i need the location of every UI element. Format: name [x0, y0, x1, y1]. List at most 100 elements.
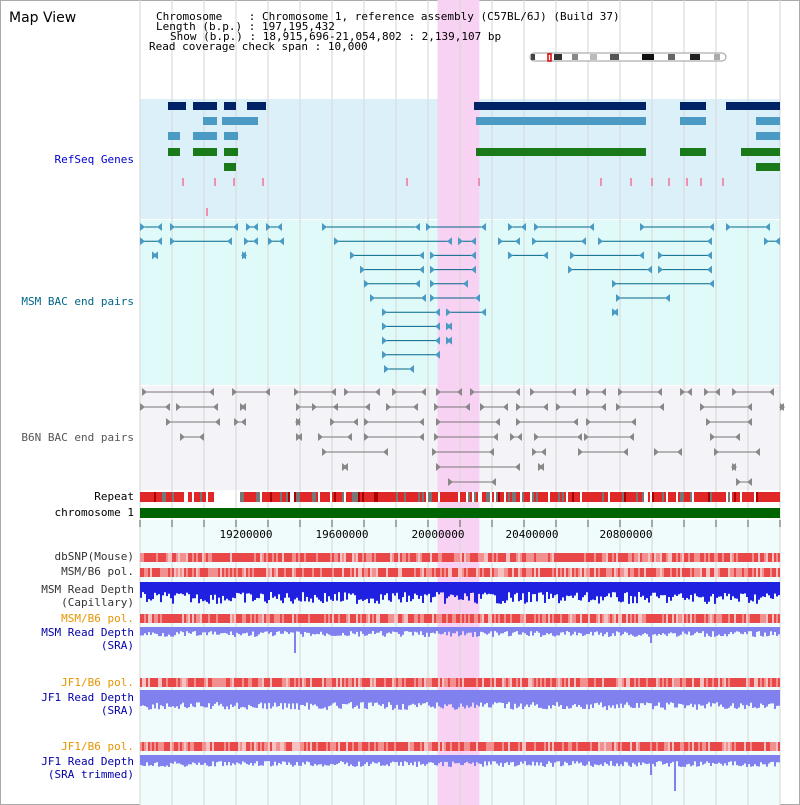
msm-b6-pol-mark [400, 614, 402, 623]
track-label-jf1-b6-pol-2[interactable]: JF1/B6 pol. [61, 740, 134, 753]
msm-b6-pol-mark [300, 614, 302, 623]
jf1-b6-pol-mark [606, 742, 608, 751]
msm-b6-pol-mark [472, 614, 474, 623]
msm-depth-sra-bar [284, 627, 286, 632]
track-viewport[interactable] [140, 0, 780, 805]
jf1-depth-trimmed-bar [276, 755, 278, 766]
msm-b6-pol-mark [412, 614, 414, 623]
dbsnp-mark [240, 553, 242, 562]
repeat-block [424, 492, 426, 502]
jf1-depth-sra-bar [276, 690, 278, 707]
jf1-depth-sra-bar [270, 690, 272, 709]
jf1-depth-sra-bar [150, 690, 152, 710]
jf1-depth-trimmed-bar [288, 755, 290, 763]
jf1-depth-sra-bar [162, 690, 164, 707]
jf1-depth-trimmed-bar [262, 755, 264, 766]
msm-depth-capillary-bar [382, 582, 384, 600]
repeat-block [316, 492, 318, 502]
msm-depth-sra-bar [378, 627, 380, 633]
jf1-b6-pol-mark [494, 678, 496, 687]
msm-depth-sra-bar [464, 627, 466, 636]
repeat-block [186, 492, 188, 502]
jf1-depth-sra-bar [692, 690, 694, 708]
msm-b6-pol-mark [532, 614, 534, 623]
track-label-jf1-depth-trimmed[interactable]: JF1 Read Depth [41, 755, 134, 768]
jf1-b6-pol-mark [142, 742, 144, 751]
msm-b6-pol-mark [354, 568, 356, 577]
msm-depth-sra-bar [386, 627, 388, 634]
msm-depth-sra-bar [196, 627, 198, 636]
msm-b6-pol-mark [686, 568, 688, 577]
msm-depth-sra-bar [414, 627, 416, 632]
jf1-depth-trimmed-bar [566, 755, 568, 763]
jf1-depth-sra-bar [442, 690, 444, 709]
jf1-b6-pol-mark [716, 678, 718, 687]
msm-depth-capillary-bar [628, 582, 630, 604]
jf1-b6-pol-mark [350, 678, 352, 687]
jf1-b6-pol-mark [682, 678, 684, 687]
b6n-bac-end [503, 403, 508, 411]
jf1-depth-trimmed-bar [192, 755, 194, 763]
jf1-b6-pol-mark [206, 678, 208, 687]
msm-depth-sra-bar [330, 627, 332, 636]
track-label-jf1-b6-pol[interactable]: JF1/B6 pol. [61, 676, 134, 689]
track-label-msm-depth-capillary[interactable]: MSM Read Depth [41, 583, 134, 596]
chromosome-ideogram[interactable] [528, 51, 728, 65]
track-label-jf1-depth-sra[interactable]: JF1 Read Depth [41, 691, 134, 704]
msm-b6-pol-mark [540, 614, 542, 623]
msm-b6-pol-mark [462, 614, 464, 623]
jf1-depth-sra-bar [174, 690, 176, 708]
msm-b6-pol-mark [476, 614, 478, 623]
track-label-b6n-bac[interactable]: B6N BAC end pairs [21, 431, 134, 444]
jf1-b6-pol-mark [724, 742, 726, 751]
jf1-depth-sra-bar [488, 690, 490, 708]
track-label-msm-b6-pol[interactable]: MSM/B6 pol. [61, 565, 134, 578]
jf1-b6-pol-mark [378, 742, 380, 751]
track-label-dbsnp[interactable]: dbSNP(Mouse) [54, 550, 134, 563]
dbsnp-mark [620, 553, 622, 562]
jf1-depth-sra-bar [374, 690, 376, 703]
jf1-b6-pol-mark [622, 742, 624, 751]
jf1-depth-trimmed-bar [490, 755, 492, 765]
track-label-repeat[interactable]: Repeat [94, 490, 134, 503]
msm-depth-capillary-bar [276, 582, 278, 599]
jf1-depth-sra-bar [202, 690, 204, 707]
msm-depth-sra-bar [592, 627, 594, 636]
track-label-msm-b6-pol-2[interactable]: MSM/B6 pol. [61, 612, 134, 625]
msm-b6-pol-mark [684, 568, 686, 577]
jf1-depth-sra-bar [342, 690, 344, 705]
msm-b6-pol-mark [544, 614, 546, 623]
b6n-bac-end [700, 403, 705, 411]
refseq-gene-block [680, 102, 706, 110]
msm-depth-capillary-bar [704, 582, 706, 602]
jf1-depth-trimmed-bar [268, 755, 270, 762]
msm-depth-capillary-bar [388, 582, 390, 601]
msm-depth-sra-bar [200, 627, 202, 635]
jf1-depth-trimmed-bar [166, 755, 168, 766]
jf1-b6-pol-mark [384, 742, 386, 751]
dbsnp-mark [236, 553, 238, 562]
jf1-depth-sra-bar [536, 690, 538, 705]
track-label-msm-bac[interactable]: MSM BAC end pairs [21, 295, 134, 308]
jf1-depth-sra-bar [142, 690, 144, 706]
dbsnp-mark [290, 553, 292, 562]
b6n-bac-end [573, 418, 578, 426]
msm-b6-pol-mark [176, 614, 178, 623]
msm-depth-sra-bar [210, 627, 212, 632]
msm-depth-sra-bar [776, 627, 778, 636]
jf1-b6-pol-mark [636, 678, 638, 687]
msm-depth-capillary-bar [238, 582, 240, 594]
msm-depth-sra-bar [142, 627, 144, 636]
msm-b6-pol-mark [280, 568, 282, 577]
track-label-refseq[interactable]: RefSeq Genes [54, 153, 134, 166]
msm-depth-sra-bar [258, 627, 260, 635]
msm-b6-pol-mark [602, 568, 604, 577]
b6n-bac-end [330, 418, 335, 426]
repeat-block [668, 492, 670, 502]
msm-b6-pol-mark [710, 614, 712, 623]
jf1-depth-trimmed-bar [608, 755, 610, 766]
track-label-msm-depth-sra[interactable]: MSM Read Depth [41, 626, 134, 639]
repeat-block [544, 492, 546, 502]
msm-b6-pol-mark [382, 568, 384, 577]
jf1-b6-pol-mark [428, 678, 430, 687]
